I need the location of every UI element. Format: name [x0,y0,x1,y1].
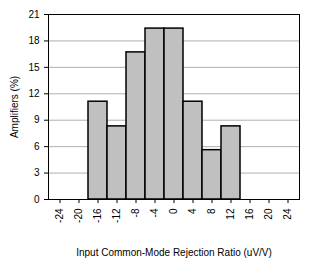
svg-text:-4: -4 [149,208,160,217]
svg-text:-8: -8 [130,208,141,217]
svg-text:3: 3 [34,167,40,178]
svg-text:0: 0 [168,208,179,214]
svg-text:21: 21 [28,9,40,20]
svg-text:Input Common-Mode Rejection Ra: Input Common-Mode Rejection Ratio (uV/V) [76,247,272,258]
svg-text:24: 24 [282,208,293,220]
svg-text:8: 8 [206,208,217,214]
svg-text:12: 12 [225,208,236,220]
svg-text:20: 20 [263,208,274,220]
svg-text:6: 6 [34,141,40,152]
svg-text:18: 18 [28,35,40,46]
svg-text:-16: -16 [92,208,103,223]
svg-text:4: 4 [187,208,198,214]
svg-text:15: 15 [28,62,40,73]
svg-text:-24: -24 [54,208,65,223]
svg-text:9: 9 [34,114,40,125]
svg-text:-20: -20 [73,208,84,223]
svg-text:-12: -12 [111,208,122,223]
svg-text:Amplifiers (%): Amplifiers (%) [9,76,20,138]
svg-text:16: 16 [244,208,255,220]
svg-text:12: 12 [28,88,40,99]
svg-text:0: 0 [34,194,40,205]
